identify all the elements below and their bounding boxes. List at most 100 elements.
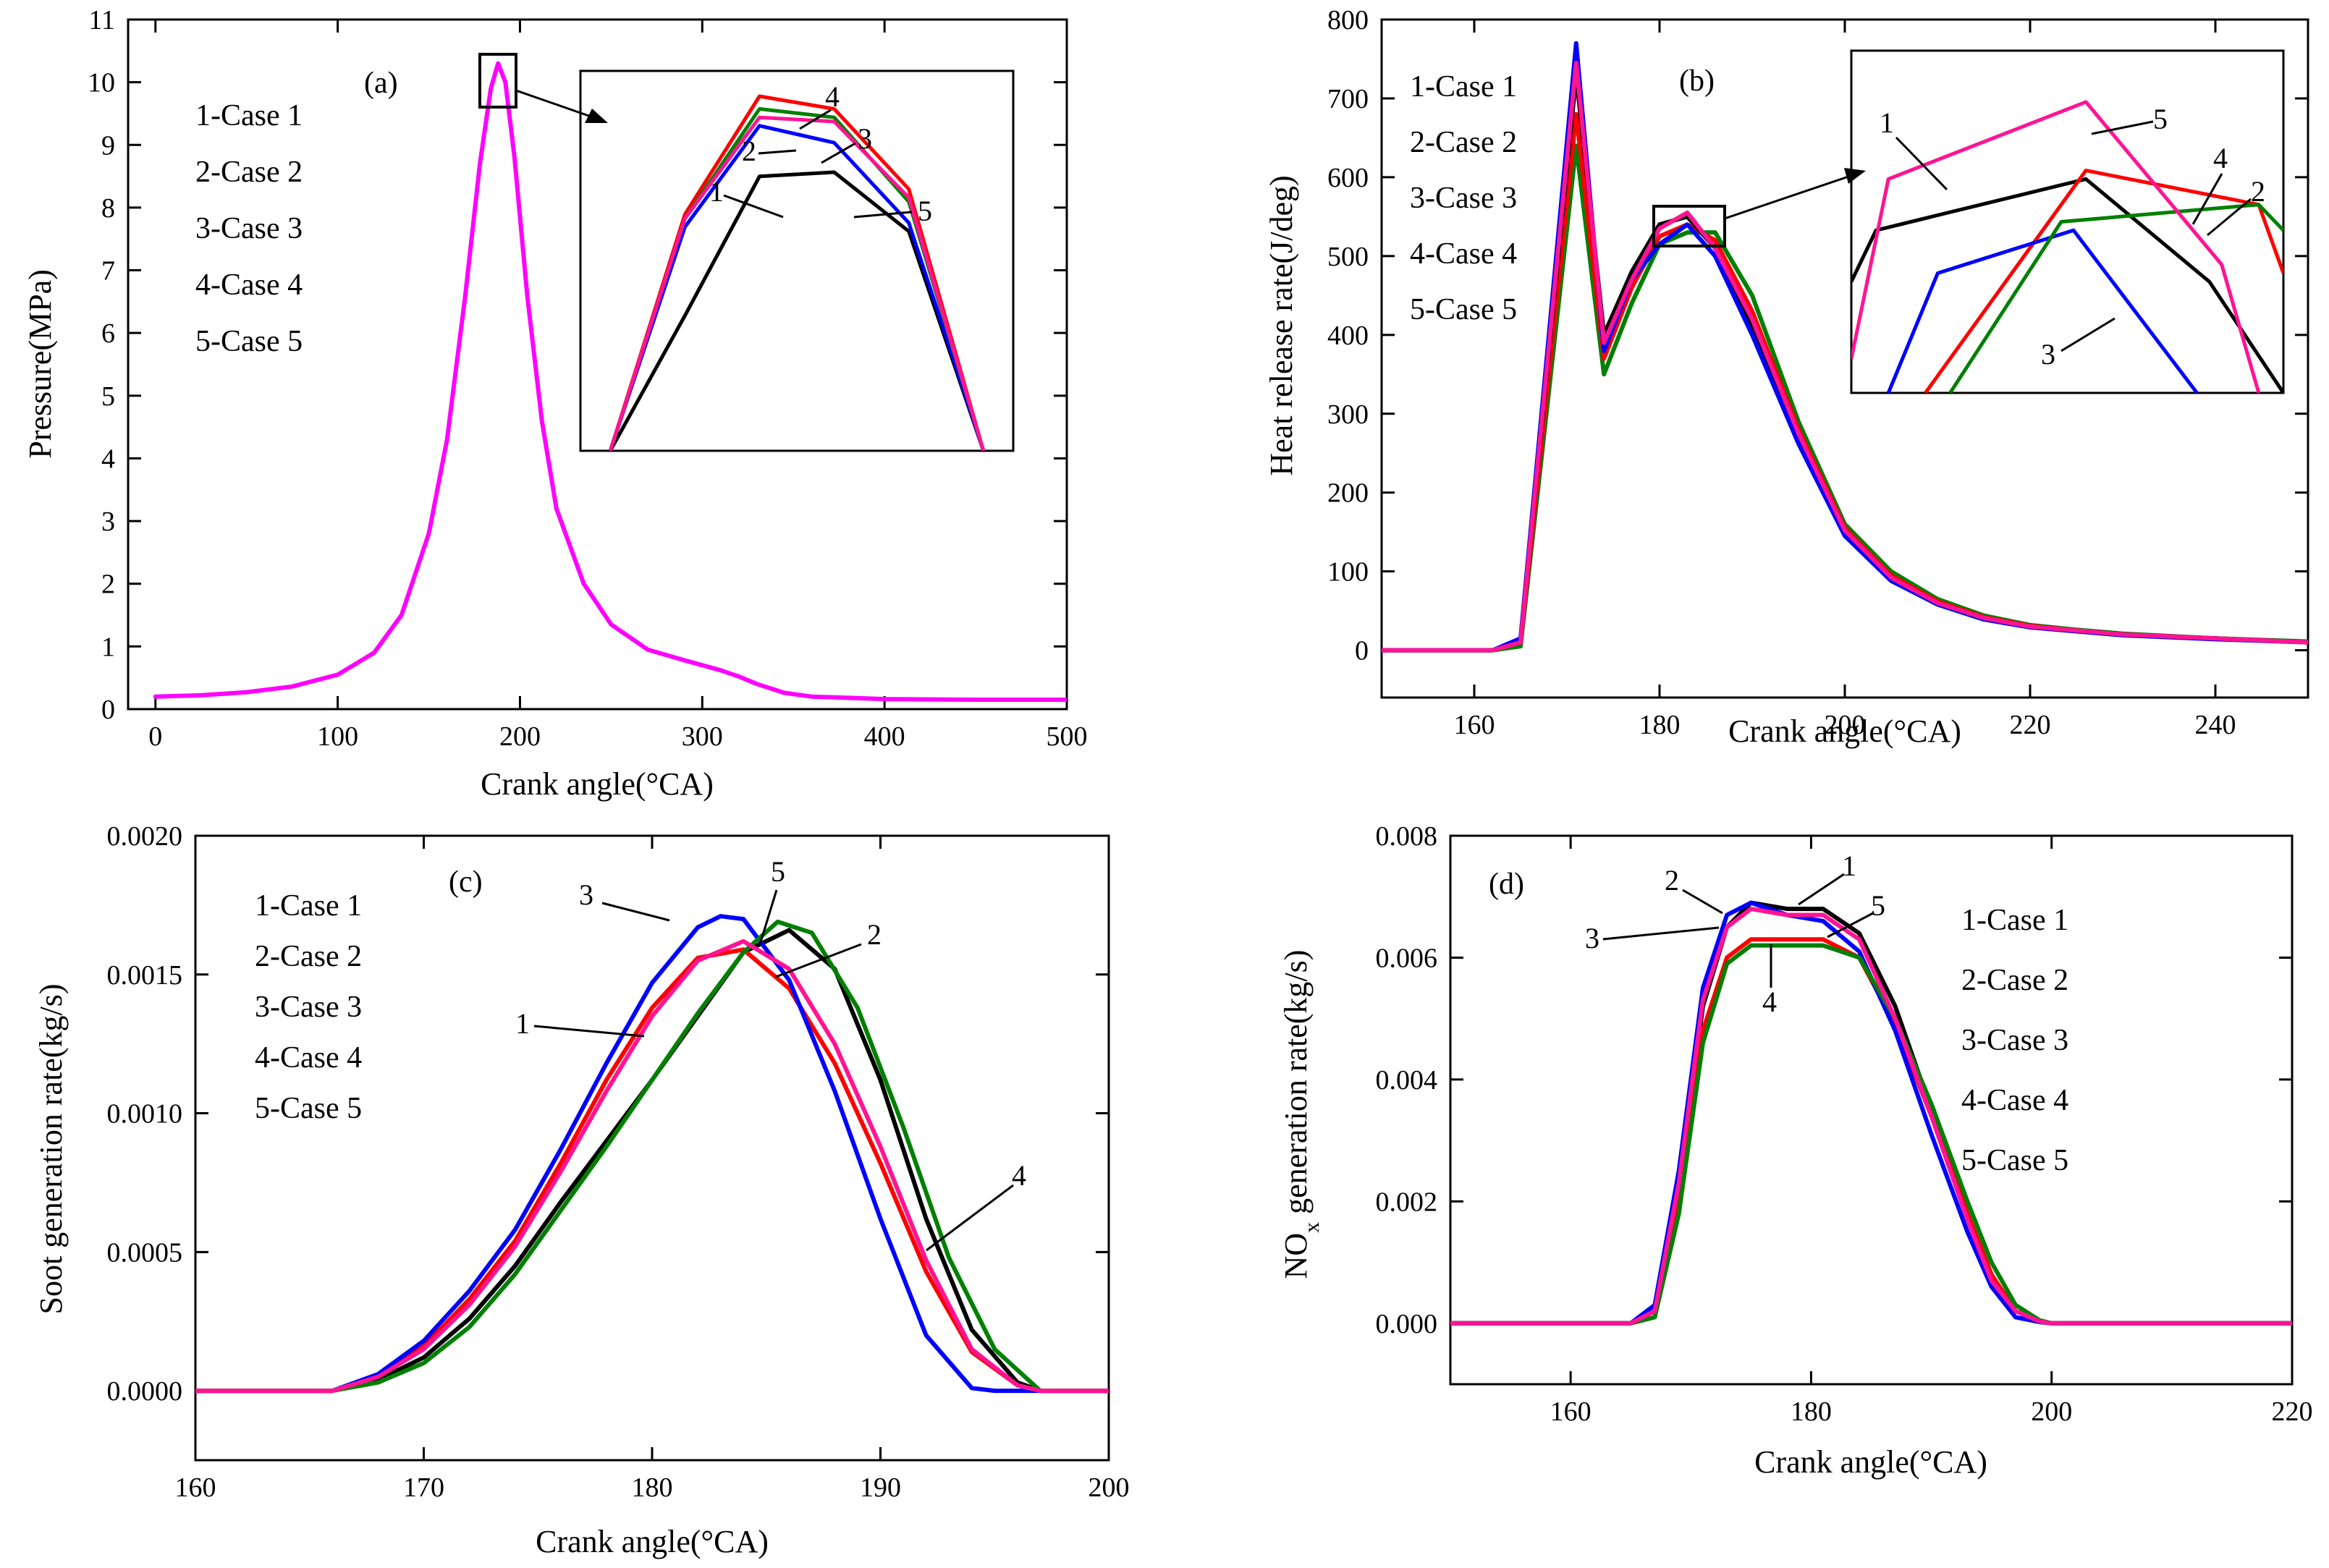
y-tick-label: 6	[101, 318, 115, 349]
y-tick-label: 0	[101, 695, 115, 725]
legend-item: 5-Case 5	[1961, 1144, 2068, 1177]
x-tick-label: 0	[148, 721, 162, 752]
series-line-all-cases-overlapping-	[153, 61, 1067, 702]
legend-item: 1-Case 1	[1961, 904, 2068, 937]
series-line-case-4	[1382, 143, 2308, 653]
y-tick-label: 8	[101, 193, 115, 224]
axis-ticks: 160 180 200 220 240 0 100 200 300 400 500 600 700 800	[1327, 5, 2308, 740]
legend-item: 1-Case 1	[255, 889, 362, 923]
axis-ticks: 160 180 200 220 0.000 0.002 0.004 0.006 0.008	[1376, 821, 2313, 1427]
inset-series-line-case-3	[608, 124, 986, 451]
y-tick-label: 0.0010	[107, 1099, 183, 1130]
x-tick-label: 160	[1454, 710, 1495, 740]
callout-label: 3	[579, 878, 593, 911]
y-tick-label: 0.008	[1376, 821, 1438, 852]
series-line-case-4	[195, 919, 1109, 1394]
x-tick-label: 300	[682, 721, 723, 752]
series-line-case-5	[1450, 907, 2292, 1326]
panel-c: Crank angle(°CA) Soot generation rate(kg…	[33, 821, 1130, 1559]
legend: 1-Case 1 2-Case 2 3-Case 3 4-Case 4 5-Ca…	[1410, 70, 1517, 326]
y-tick-label: 4	[101, 444, 115, 474]
callout-line	[775, 943, 862, 978]
legend: 1-Case 1 2-Case 2 3-Case 3 4-Case 4 5-Ca…	[1961, 904, 2068, 1177]
callout-line	[1682, 889, 1723, 915]
y-tick-label: 3	[101, 507, 115, 537]
series-line-case-5	[195, 938, 1109, 1394]
legend-item: 1-Case 1	[1410, 70, 1517, 103]
legend-item: 4-Case 4	[255, 1041, 362, 1075]
series-layer	[195, 914, 1109, 1394]
inset: 1 2 3 4 5	[579, 69, 1015, 452]
callout-line	[601, 902, 670, 922]
y-axis-label-rest: generation rate(kg/s)	[1278, 950, 1314, 1222]
inset-frame	[1850, 49, 2285, 394]
legend-item: 4-Case 4	[1961, 1084, 2068, 1117]
callout-line	[2207, 198, 2252, 237]
series-line-case-1	[1382, 72, 2308, 653]
legend-item: 1-Case 1	[195, 99, 303, 132]
y-tick-label: 700	[1327, 84, 1369, 114]
inset-callouts: 1 2 3 4 5	[709, 80, 932, 227]
callouts: 1 2 3 4 5	[515, 855, 1026, 1252]
y-tick-label: 0	[1355, 636, 1369, 666]
plot-frame	[127, 18, 1068, 711]
callout-label: 5	[1871, 889, 1885, 922]
y-tick-label: 800	[1327, 5, 1369, 35]
legend-item: 3-Case 3	[195, 212, 303, 245]
callout-label: 1	[1880, 106, 1894, 139]
inset-series-line-case-3	[1886, 228, 2199, 393]
series-line-case-2	[1450, 937, 2292, 1326]
series-line-case-4	[1450, 943, 2292, 1326]
x-axis-label: Crank angle(°CA)	[1728, 713, 1961, 749]
y-tick-label: 400	[1327, 321, 1369, 351]
legend-item: 3-Case 3	[1410, 182, 1517, 215]
y-tick-label: 200	[1327, 478, 1369, 509]
y-axis-label: Heat release rate(J/deg)	[1264, 175, 1299, 475]
y-tick-label: 7	[101, 256, 115, 287]
panel-tag: (a)	[364, 67, 398, 100]
y-tick-label: 2	[101, 569, 115, 600]
y-tick-label: 600	[1327, 163, 1369, 193]
legend-item: 2-Case 2	[255, 940, 362, 973]
x-tick-label: 500	[1047, 721, 1088, 752]
callout-line	[758, 889, 778, 945]
legend-item: 4-Case 4	[1410, 237, 1517, 271]
inset-series-layer	[608, 94, 986, 451]
panel-tag: (d)	[1489, 868, 1524, 901]
series-line-case-2	[1382, 111, 2308, 653]
panel-d: Crank angle(°CA) NOx generation rate(kg/…	[1278, 821, 2313, 1480]
panel-tag: (b)	[1679, 64, 1715, 98]
y-axis-label-main: NO	[1278, 1233, 1314, 1279]
panel-a: Crank angle(°CA) Pressure(MPa) (a) 1-Cas…	[22, 5, 1088, 802]
callout-label: 2	[742, 135, 756, 167]
callout-label: 4	[825, 80, 840, 113]
y-tick-label: 10	[88, 68, 115, 98]
x-axis-label: Crank angle(°CA)	[536, 1524, 769, 1559]
x-tick-label: 200	[499, 721, 541, 752]
callout-label: 5	[2153, 103, 2168, 135]
callouts: 1 2 3 4 5	[1585, 849, 1885, 1018]
y-tick-label: 0.000	[1376, 1309, 1438, 1339]
inset-series-line-case-5	[1851, 100, 2261, 393]
callout-line	[853, 211, 913, 219]
y-tick-label: 300	[1327, 399, 1369, 430]
panel-b: Crank angle(°CA) Heat release rate(J/deg…	[1264, 5, 2309, 749]
callout-label: 1	[709, 175, 724, 208]
series-layer	[153, 61, 1067, 702]
axis-ticks: 160 170 180 190 200 0.0000 0.0005 0.0010 0.0015 0…	[107, 821, 1130, 1503]
callout-label: 3	[1585, 922, 1599, 954]
y-tick-label: 5	[101, 381, 115, 412]
x-tick-label: 180	[1639, 710, 1681, 740]
series-line-case-3	[1382, 41, 2308, 653]
callout-line	[533, 1025, 645, 1038]
callout-line	[799, 109, 832, 130]
callout-line	[926, 1184, 1014, 1252]
x-tick-label: 190	[860, 1472, 901, 1503]
series-layer	[1450, 900, 2292, 1326]
inset-callouts: 1 2 3 4 5	[1880, 103, 2265, 370]
y-tick-label: 0.0020	[107, 821, 183, 852]
legend-item: 2-Case 2	[1961, 964, 2068, 997]
y-tick-label: 1	[101, 632, 115, 662]
y-axis-label: Pressure(MPa)	[22, 269, 58, 459]
